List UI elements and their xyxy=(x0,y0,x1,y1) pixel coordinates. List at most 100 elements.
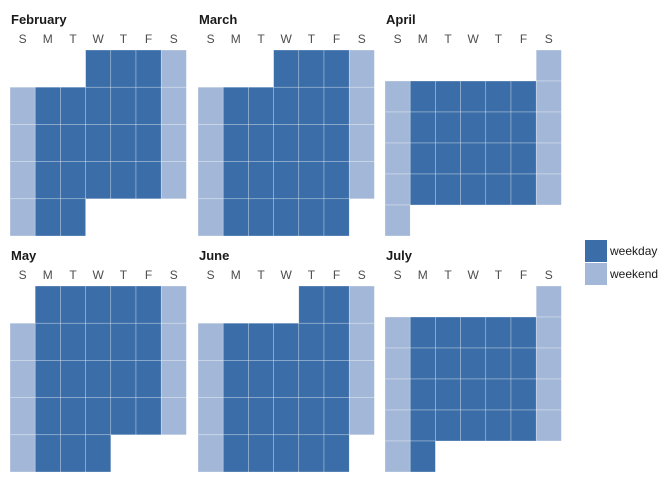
day-cell xyxy=(485,409,512,442)
day-cell xyxy=(9,322,36,361)
day-cell xyxy=(222,124,249,162)
day-cell xyxy=(323,434,350,473)
day-cell xyxy=(435,409,461,442)
weekday-label: M xyxy=(418,268,428,282)
day-cell xyxy=(110,86,137,125)
day-cell xyxy=(34,285,61,324)
day-cell xyxy=(510,347,537,380)
weekday-label: S xyxy=(358,32,366,46)
day-cell xyxy=(298,198,325,237)
day-cell xyxy=(485,111,512,144)
day-cell xyxy=(460,347,487,380)
weekday-label: M xyxy=(231,32,241,46)
day-cell xyxy=(298,124,325,162)
weekday-label: T xyxy=(120,32,128,46)
day-cell xyxy=(248,397,274,436)
day-cell xyxy=(323,198,350,237)
day-cell xyxy=(298,285,325,324)
day-cell xyxy=(348,124,375,162)
day-cell xyxy=(435,142,461,175)
day-cell xyxy=(384,440,411,473)
legend-key-weekend xyxy=(585,263,607,285)
weekday-label: S xyxy=(358,268,366,282)
weekday-label: T xyxy=(69,32,77,46)
day-cell xyxy=(34,86,61,125)
weekday-label: F xyxy=(145,32,152,46)
day-cell xyxy=(248,360,274,398)
day-cell xyxy=(110,397,137,436)
day-cell xyxy=(535,347,562,380)
weekday-label: S xyxy=(207,268,215,282)
day-cell xyxy=(135,124,162,162)
weekday-label: T xyxy=(120,268,128,282)
day-cell xyxy=(197,198,224,237)
day-cell xyxy=(135,285,162,324)
day-cell xyxy=(348,360,375,398)
day-cell xyxy=(160,285,187,324)
day-cell xyxy=(510,111,537,144)
day-cell xyxy=(85,124,112,162)
weekday-label: M xyxy=(43,32,53,46)
day-cell xyxy=(510,142,537,175)
day-cell xyxy=(9,397,36,436)
month-title: February xyxy=(11,12,67,27)
day-cell xyxy=(34,322,61,361)
weekday-label: S xyxy=(170,268,178,282)
day-cell xyxy=(160,397,187,436)
day-cell xyxy=(222,161,249,200)
weekday-label: S xyxy=(19,32,27,46)
day-cell xyxy=(323,285,350,324)
weekday-label: F xyxy=(145,268,152,282)
day-cell xyxy=(60,397,86,436)
day-cell xyxy=(110,285,137,324)
day-cell xyxy=(60,360,86,398)
day-cell xyxy=(348,86,375,125)
day-cell xyxy=(34,198,61,237)
day-cell xyxy=(34,434,61,473)
day-cell xyxy=(435,173,461,206)
day-cell xyxy=(323,124,350,162)
weekday-label: M xyxy=(43,268,53,282)
day-cell xyxy=(409,173,436,206)
day-cell xyxy=(135,397,162,436)
day-cell xyxy=(435,111,461,144)
day-cell xyxy=(435,316,461,349)
day-cell xyxy=(273,198,300,237)
day-cell xyxy=(85,86,112,125)
day-cell xyxy=(85,397,112,436)
weekday-label: W xyxy=(93,268,105,282)
day-cell xyxy=(60,161,86,200)
day-cell xyxy=(197,86,224,125)
weekday-label: W xyxy=(468,268,480,282)
day-cell xyxy=(323,360,350,398)
day-cell xyxy=(298,397,325,436)
day-cell xyxy=(384,173,411,206)
day-cell xyxy=(60,86,86,125)
weekday-label: T xyxy=(308,32,316,46)
day-cell xyxy=(485,142,512,175)
day-cell xyxy=(197,360,224,398)
day-cell xyxy=(409,440,436,473)
day-cell xyxy=(460,316,487,349)
day-cell xyxy=(460,111,487,144)
day-cell xyxy=(409,80,436,113)
day-cell xyxy=(248,198,274,237)
day-cell xyxy=(85,285,112,324)
day-cell xyxy=(60,322,86,361)
day-cell xyxy=(535,409,562,442)
weekday-label: T xyxy=(444,32,452,46)
month-panel-april: April S M T W T F S xyxy=(384,12,562,237)
legend: weekday weekend xyxy=(585,240,658,285)
day-cell xyxy=(460,409,487,442)
day-cell xyxy=(384,378,411,411)
day-cell xyxy=(384,142,411,175)
day-cell xyxy=(9,198,36,237)
day-cell xyxy=(535,111,562,144)
day-cell xyxy=(323,397,350,436)
day-cell xyxy=(273,397,300,436)
weekday-label: S xyxy=(170,32,178,46)
legend-key-weekday xyxy=(585,240,607,262)
day-cell xyxy=(273,161,300,200)
day-cell xyxy=(222,397,249,436)
